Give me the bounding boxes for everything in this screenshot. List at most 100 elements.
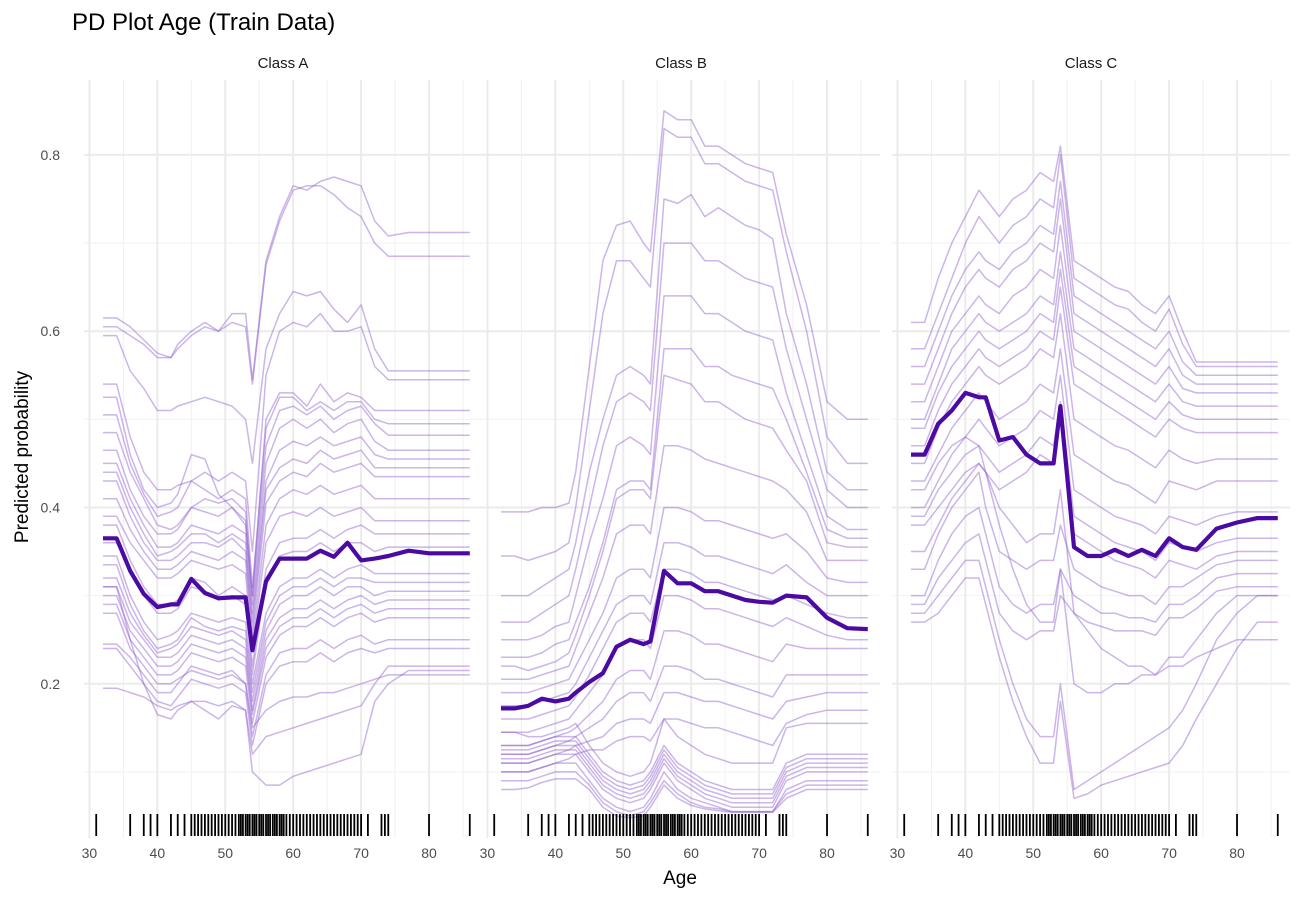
y-tick-label: 0.8 <box>41 147 61 163</box>
grid-lines <box>482 80 880 838</box>
ice-line <box>501 740 868 795</box>
x-tick-label: 60 <box>683 845 699 861</box>
ice-line <box>501 445 868 681</box>
ice-line <box>501 127 868 562</box>
ice-line <box>103 555 470 685</box>
ice-line <box>103 418 470 606</box>
ice-line <box>911 462 1278 676</box>
facet-strip-label: Class B <box>655 55 707 72</box>
ice-line <box>501 374 868 672</box>
grid-lines <box>84 80 482 838</box>
rug-marks <box>493 814 869 836</box>
x-tick-label: 40 <box>150 845 166 861</box>
ice-line <box>501 630 868 747</box>
ice-line <box>911 312 1278 469</box>
ice-line <box>103 564 470 694</box>
ice-line <box>911 145 1278 363</box>
ice-line <box>911 286 1278 447</box>
ice-line <box>501 594 868 733</box>
ice-line <box>911 198 1278 385</box>
x-tick-label: 60 <box>285 845 301 861</box>
x-tick-label: 30 <box>480 845 496 861</box>
x-tick-label: 80 <box>819 845 835 861</box>
x-tick-label: 50 <box>217 845 233 861</box>
ice-line <box>911 268 1278 429</box>
ice-line <box>911 506 1278 623</box>
chart-title: PD Plot Age (Train Data) <box>72 9 335 36</box>
ice-line <box>501 709 868 773</box>
ice-line <box>103 577 470 703</box>
ice-lines <box>501 110 868 819</box>
x-tick-label: 30 <box>890 845 906 861</box>
ice-line <box>501 193 868 597</box>
y-tick-label: 0.2 <box>41 676 61 692</box>
ice-line <box>501 749 868 804</box>
ice-line <box>103 634 470 738</box>
y-axis-title: Predicted probability <box>12 370 33 543</box>
ice-line <box>501 348 868 659</box>
x-tick-label: 50 <box>1025 845 1041 861</box>
ice-line <box>103 176 470 381</box>
ice-line <box>911 533 1278 641</box>
facet-panel: Class C 30 40 50 60 70 80 <box>890 55 1290 861</box>
ice-line <box>501 506 868 694</box>
ice-line <box>501 762 868 813</box>
facet-panel: Class A 30 40 50 60 70 80 <box>82 55 482 861</box>
x-tick-label: 40 <box>958 845 974 861</box>
x-tick-label: 50 <box>615 845 631 861</box>
pd-mean-line <box>911 390 1278 559</box>
ice-line <box>501 295 868 641</box>
x-tick-label: 60 <box>1093 845 1109 861</box>
ice-line <box>911 577 1278 800</box>
ice-line <box>103 665 470 756</box>
ice-line <box>103 586 470 711</box>
ice-line <box>501 753 868 808</box>
ice-line <box>501 718 868 778</box>
ice-line <box>103 484 470 641</box>
ice-line <box>103 647 470 747</box>
ice-line <box>103 506 470 650</box>
rug-marks <box>903 814 1279 836</box>
ice-line <box>501 691 868 764</box>
ice-line <box>911 348 1278 504</box>
x-tick-label: 70 <box>1161 845 1177 861</box>
ice-line <box>103 449 470 623</box>
ice-lines <box>911 145 1278 800</box>
ice-line <box>501 541 868 707</box>
facet-panel: Class B 30 40 50 60 70 80 <box>480 55 880 861</box>
ice-line <box>501 665 868 756</box>
x-tick-label: 70 <box>353 845 369 861</box>
x-tick-label: 80 <box>421 845 437 861</box>
ice-line <box>911 180 1278 377</box>
ice-line <box>103 586 470 786</box>
x-tick-label: 70 <box>751 845 767 861</box>
x-tick-label: 30 <box>82 845 98 861</box>
ice-line <box>501 778 868 819</box>
ice-line <box>103 396 470 588</box>
ice-line <box>103 383 470 597</box>
ice-line <box>103 436 470 614</box>
ice-line <box>911 374 1278 535</box>
ice-line <box>501 744 868 800</box>
pd-mean-line <box>501 568 868 711</box>
ice-line <box>911 471 1278 606</box>
ice-line <box>911 251 1278 421</box>
y-axis: 0.2 0.4 0.6 0.8 <box>41 147 61 692</box>
ice-line <box>911 436 1278 694</box>
pd-mean-line <box>103 536 470 653</box>
y-tick-label: 0.4 <box>41 500 61 516</box>
rug-marks <box>95 814 471 836</box>
x-tick-label: 40 <box>548 845 564 861</box>
ice-line <box>501 771 868 817</box>
y-tick-label: 0.6 <box>41 323 61 339</box>
ice-line <box>103 594 470 716</box>
ice-line <box>103 290 470 465</box>
ice-line <box>103 462 470 632</box>
x-axis-title: Age <box>663 868 697 889</box>
ice-line <box>501 735 868 791</box>
ice-line <box>103 603 470 725</box>
ice-line <box>501 242 868 623</box>
ice-line <box>911 224 1278 403</box>
